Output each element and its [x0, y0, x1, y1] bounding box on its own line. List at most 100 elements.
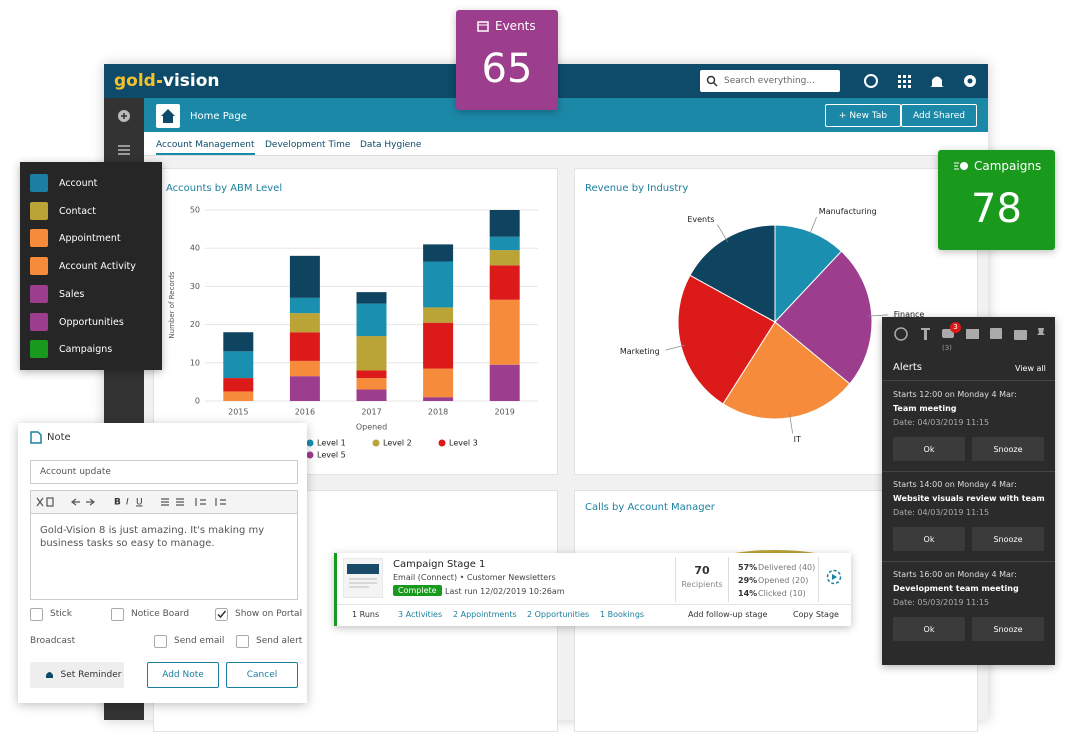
divider [818, 557, 819, 602]
nav-item[interactable]: Account [59, 178, 98, 189]
ok-button[interactable]: Ok [893, 527, 965, 551]
bar-segment [489, 265, 520, 300]
nav-item[interactable]: Account Activity [59, 261, 136, 273]
add-shared-button[interactable]: Add Shared [901, 104, 977, 127]
sub-tab[interactable]: Data Hygiene [360, 140, 422, 150]
calls-chart-edge [735, 549, 815, 553]
nav-item[interactable]: Appointment [59, 233, 121, 245]
footer-item[interactable]: Add follow-up stage [688, 610, 768, 619]
cancel-button[interactable]: Cancel [226, 662, 298, 688]
slice-label: Events [687, 215, 714, 224]
legend-swatch [306, 451, 314, 459]
campaign-title: Campaign Stage 1 [393, 559, 486, 570]
footer-item[interactable]: Copy Stage [793, 610, 839, 619]
x-tick-label: 2017 [361, 408, 381, 417]
bar-segment [356, 303, 387, 337]
alert-badge-label: (3) [942, 344, 952, 352]
nav-icon[interactable] [30, 174, 48, 192]
snooze-button[interactable]: Snooze [972, 617, 1044, 641]
divider [337, 604, 851, 605]
nav-icon[interactable] [30, 340, 48, 359]
snooze-button[interactable]: Snooze [972, 437, 1044, 461]
checkbox-checked[interactable] [215, 608, 228, 621]
bar-segment [356, 292, 387, 304]
nav-item[interactable]: Sales [59, 288, 85, 300]
footer-item[interactable]: 1 Bookings [600, 610, 645, 619]
leader-line [867, 314, 888, 317]
note-title: Note [47, 432, 71, 443]
divider [882, 380, 1055, 381]
broadcast-label: Broadcast [30, 636, 76, 646]
nav-icon[interactable] [30, 257, 48, 276]
snooze-button[interactable]: Snooze [972, 527, 1044, 551]
legend-swatch [372, 439, 380, 447]
bar-segment [489, 250, 520, 266]
bar-segment [423, 397, 454, 401]
stat-pct: 14% [738, 589, 758, 598]
logo-dot [156, 79, 162, 83]
add-note-button[interactable]: Add Note [147, 662, 219, 688]
footer-item[interactable]: 2 Opportunities [527, 610, 590, 619]
new-tab-button[interactable]: + New Tab [825, 104, 901, 127]
svg-text:B: B [114, 498, 121, 508]
events-icon [477, 21, 489, 32]
divider [728, 557, 729, 602]
sub-tab-bar [144, 132, 988, 156]
search-box[interactable] [700, 70, 840, 92]
set-reminder-button[interactable]: Set Reminder [30, 662, 124, 688]
events-value: 65 [481, 46, 533, 92]
footer-item[interactable]: 1 Runs [352, 610, 380, 619]
checkbox[interactable] [30, 608, 43, 621]
note-panel [18, 423, 307, 703]
nav-item[interactable]: Contact [59, 205, 96, 217]
y-tick-label: 50 [190, 206, 200, 215]
nav-item[interactable]: Opportunities [59, 316, 124, 328]
subject-text: Account update [40, 467, 111, 477]
stat-pct: 29% [738, 576, 758, 585]
slice-label: Marketing [620, 347, 660, 356]
alert-date: Date: 04/03/2019 11:15 [893, 508, 990, 517]
checkbox[interactable] [154, 635, 167, 648]
subject-input[interactable] [30, 460, 298, 484]
panel-title: Calls by Account Manager [585, 502, 715, 513]
bar-segment [223, 378, 254, 392]
checkbox[interactable] [111, 608, 124, 621]
ok-button[interactable]: Ok [893, 617, 965, 641]
alert-icons[interactable] [890, 325, 1050, 345]
campaigns-widget[interactable] [938, 150, 1055, 250]
campaign-subtitle: Email (Connect) • Customer Newsletters [393, 573, 556, 582]
bar-segment [489, 236, 520, 251]
note-body-box[interactable] [30, 514, 298, 600]
nav-icon[interactable] [30, 284, 48, 303]
sub-tab[interactable]: Development Time [265, 140, 351, 150]
checkbox-label: Stick [50, 609, 72, 619]
tab-title: Home Page [190, 111, 247, 122]
slice-label: Manufacturing [819, 207, 877, 216]
view-all-link[interactable]: View all [1015, 364, 1046, 373]
play-icon[interactable] [826, 569, 842, 585]
bar-segment [289, 255, 320, 298]
nav-item[interactable]: Campaigns [59, 344, 113, 356]
footer-item[interactable]: 3 Activities [398, 610, 443, 619]
ok-button[interactable]: Ok [893, 437, 965, 461]
footer-item[interactable]: 2 Appointments [453, 610, 517, 619]
y-tick-label: 10 [190, 358, 200, 367]
nav-icon[interactable] [30, 229, 48, 248]
bar-segment [356, 389, 387, 401]
checkbox-label: Show on Portal [235, 609, 303, 619]
side-icons[interactable] [114, 106, 136, 158]
nav-icon[interactable] [30, 201, 48, 220]
top-icons[interactable] [862, 72, 982, 90]
home-button[interactable] [156, 104, 180, 128]
nav-icon[interactable] [30, 312, 48, 331]
events-widget[interactable] [456, 10, 558, 110]
bell-icon [45, 672, 53, 678]
last-run: Last run 12/02/2019 10:26am [445, 587, 565, 596]
legend-label: Level 3 [449, 439, 478, 448]
sub-tab[interactable]: Account Management [156, 140, 255, 155]
checkbox[interactable] [236, 635, 249, 648]
y-axis-label: Number of Records [168, 271, 176, 339]
bar-segment [289, 313, 320, 333]
